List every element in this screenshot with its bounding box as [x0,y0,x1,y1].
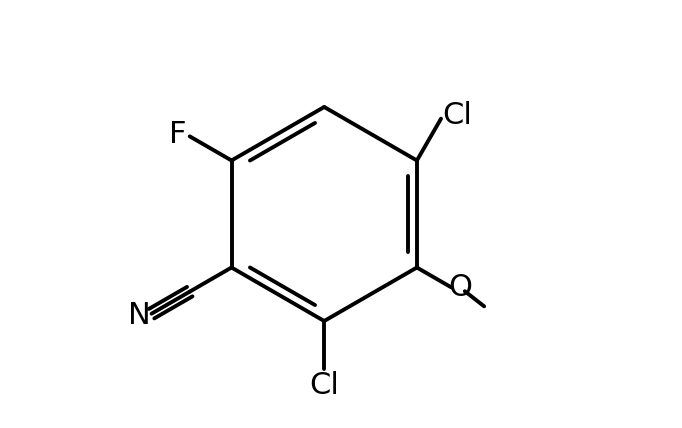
Text: N: N [128,301,150,330]
Text: F: F [169,120,187,149]
Text: Cl: Cl [309,371,339,400]
Text: Cl: Cl [442,101,472,130]
Text: O: O [448,273,472,302]
